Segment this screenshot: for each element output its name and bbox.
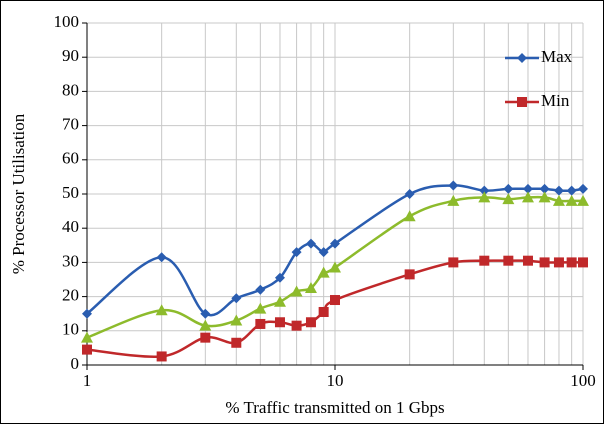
marker [522, 255, 533, 266]
marker [577, 194, 589, 206]
marker [329, 261, 341, 273]
marker [330, 238, 340, 249]
marker [448, 257, 459, 268]
marker [254, 302, 267, 314]
marker [200, 308, 211, 319]
y-tick-label: 20 [62, 286, 79, 305]
marker [304, 282, 317, 294]
marker [82, 308, 92, 319]
marker [404, 189, 415, 199]
marker [291, 247, 302, 258]
marker [539, 183, 550, 194]
marker [478, 191, 491, 203]
legend-marker [517, 53, 527, 63]
marker [552, 194, 565, 206]
marker [330, 295, 340, 306]
marker [502, 193, 515, 205]
marker [230, 314, 243, 326]
marker [553, 185, 564, 196]
legend-label: Min [541, 91, 570, 110]
marker [82, 344, 92, 355]
y-tick-label: 0 [71, 354, 80, 373]
marker [479, 255, 490, 266]
y-tick-label: 10 [62, 320, 79, 339]
marker [200, 332, 211, 343]
y-tick-label: 80 [62, 80, 79, 99]
marker [231, 293, 242, 304]
y-tick-label: 90 [62, 46, 79, 65]
marker [231, 337, 242, 348]
y-tick-label: 100 [54, 12, 80, 31]
y-axis-label: % Processor Utilisation [9, 113, 28, 274]
marker [521, 191, 534, 203]
marker [305, 317, 316, 328]
marker [503, 183, 514, 194]
marker [566, 257, 577, 268]
marker [155, 304, 168, 316]
marker [553, 257, 564, 268]
marker [538, 191, 551, 203]
marker [274, 272, 285, 283]
legend-label: Max [541, 47, 573, 66]
y-tick-label: 50 [62, 183, 79, 202]
marker [274, 317, 285, 328]
marker [566, 185, 577, 196]
x-tick-label: 100 [570, 371, 596, 390]
x-tick-label: 10 [327, 371, 344, 390]
marker [255, 284, 266, 295]
marker [317, 266, 330, 278]
marker [404, 269, 415, 280]
marker [578, 183, 588, 194]
marker [291, 320, 302, 331]
marker [522, 183, 533, 194]
marker [479, 185, 490, 196]
marker [255, 318, 266, 329]
marker [290, 285, 303, 297]
y-tick-label: 70 [62, 115, 79, 134]
marker [565, 194, 578, 206]
marker [448, 180, 459, 191]
marker [318, 306, 329, 317]
marker [447, 194, 460, 206]
marker [156, 252, 167, 263]
marker [318, 247, 329, 258]
x-axis-label: % Traffic transmitted on 1 Gbps [225, 398, 444, 417]
marker [539, 257, 550, 268]
marker [403, 210, 416, 222]
legend-marker [517, 97, 527, 107]
marker [503, 255, 514, 266]
y-tick-label: 60 [62, 149, 79, 168]
marker [578, 257, 588, 268]
marker [273, 295, 286, 307]
x-tick-label: 1 [83, 371, 92, 390]
marker [156, 351, 167, 362]
marker [305, 238, 316, 249]
y-tick-label: 40 [62, 217, 79, 236]
y-tick-label: 30 [62, 251, 79, 270]
marker [199, 319, 212, 331]
marker [81, 331, 93, 343]
